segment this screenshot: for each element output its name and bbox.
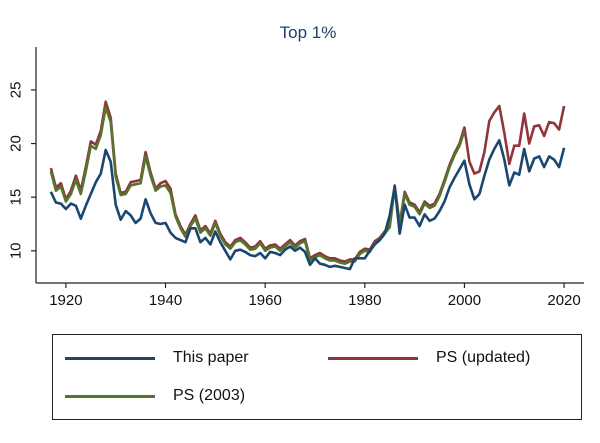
x-tick-label: 1960 xyxy=(248,292,281,309)
series-lines xyxy=(49,100,566,271)
legend-item-this-paper: This paper xyxy=(65,349,249,367)
x-tick-label: 2020 xyxy=(547,292,580,309)
legend-label-ps-updated: PS (updated) xyxy=(436,349,531,366)
y-tick-label: 20 xyxy=(8,135,25,152)
x-tick-label: 1920 xyxy=(49,292,82,309)
y-tick-label: 10 xyxy=(8,242,25,259)
y-tick-label: 15 xyxy=(8,189,25,206)
legend-label-this-paper: This paper xyxy=(173,349,249,366)
x-tick-label: 2000 xyxy=(448,292,481,309)
x-tick-label: 1940 xyxy=(149,292,182,309)
legend-label-ps-2003: PS (2003) xyxy=(173,387,246,404)
legend-item-ps-updated: PS (updated) xyxy=(328,349,530,367)
series-line-this-paper xyxy=(49,139,566,271)
axis-ticks: 1920 1940 1960 1980 2000 2020 10 15 20 25 xyxy=(8,82,581,309)
x-tick-label: 1980 xyxy=(348,292,381,309)
legend-swatch-this-paper xyxy=(65,356,155,360)
y-tick-label: 25 xyxy=(8,82,25,99)
legend: This paper PS (updated) PS (2003) xyxy=(52,334,582,420)
chart-title: Top 1% xyxy=(280,23,337,42)
legend-item-ps-2003: PS (2003) xyxy=(65,387,245,405)
legend-swatch-ps-updated xyxy=(328,356,418,360)
series-line-ps-updated xyxy=(49,100,566,263)
legend-swatch-ps-2003 xyxy=(65,394,155,398)
